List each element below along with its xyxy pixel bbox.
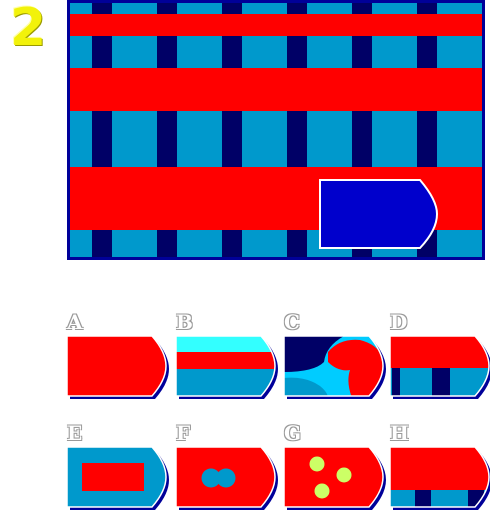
- option-b[interactable]: [176, 336, 280, 402]
- red-swirl: [328, 339, 383, 396]
- option-f-label: F: [176, 421, 191, 445]
- piece-outline: [67, 447, 167, 508]
- piece-outline: [284, 447, 384, 508]
- piece-outline: [67, 336, 167, 397]
- option-e-label: E: [67, 421, 83, 445]
- option-d[interactable]: [390, 336, 490, 402]
- option-g[interactable]: [284, 447, 388, 513]
- red-band: [390, 447, 489, 490]
- blue-dot: [216, 468, 236, 488]
- red-band: [70, 68, 482, 111]
- piece-outline: [176, 447, 276, 508]
- puzzle-pattern: [67, 0, 485, 260]
- option-h[interactable]: [390, 447, 490, 513]
- missing-piece-slot: [319, 179, 439, 249]
- aqua-band: [176, 336, 275, 352]
- yellow-dot: [336, 467, 352, 483]
- option-d-piece: [390, 336, 490, 399]
- yellow-dot: [309, 456, 325, 472]
- red-band: [390, 336, 489, 368]
- question-number: 2: [10, 0, 47, 58]
- piece-fill: [67, 336, 166, 396]
- red-rectangle: [82, 463, 144, 491]
- option-g-piece: [284, 447, 386, 510]
- option-c-label: C: [284, 310, 300, 334]
- option-f-piece: [176, 447, 278, 510]
- option-c[interactable]: [284, 336, 388, 402]
- option-d-label: D: [390, 310, 408, 334]
- yellow-dot: [314, 483, 330, 499]
- option-h-piece: [390, 447, 490, 510]
- option-a-piece: [67, 336, 169, 399]
- piece-outline: [390, 336, 490, 397]
- red-band: [176, 352, 275, 369]
- option-h-label: H: [390, 421, 409, 445]
- navy-swirl: [284, 336, 344, 372]
- option-f[interactable]: [176, 447, 280, 513]
- piece-outline: [176, 336, 276, 397]
- red-band: [70, 14, 482, 36]
- option-a[interactable]: [67, 336, 171, 402]
- option-g-label: G: [284, 421, 302, 445]
- piece-fill: [284, 447, 383, 507]
- puzzle-image: [67, 0, 485, 260]
- blue-dot: [201, 468, 221, 488]
- piece-outline: [284, 336, 384, 397]
- option-b-piece: [176, 336, 278, 399]
- option-b-label: B: [176, 310, 193, 334]
- option-c-piece: [284, 336, 386, 399]
- option-e[interactable]: [67, 447, 171, 513]
- option-a-label: A: [67, 310, 83, 334]
- option-e-piece: [67, 447, 169, 510]
- piece-outline: [390, 447, 490, 508]
